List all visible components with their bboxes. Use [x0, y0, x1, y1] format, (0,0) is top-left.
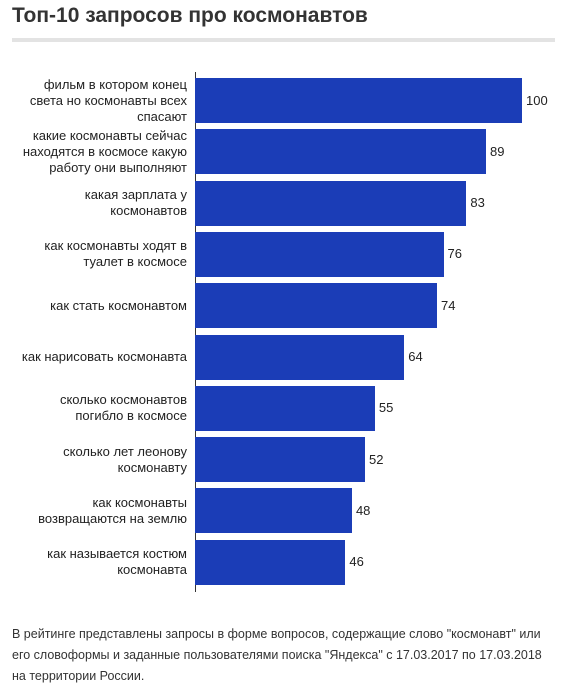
- value-label: 55: [378, 400, 394, 416]
- value-label: 76: [447, 246, 462, 262]
- value-label: 74: [440, 297, 456, 313]
- bar: [195, 437, 366, 483]
- footnote: В рейтинге представлены запросы в форме …: [12, 627, 542, 683]
- category-label: сколько лет леонову космонавту: [63, 443, 187, 475]
- category-label: как стать космонавтом: [50, 297, 187, 313]
- bar: [195, 78, 522, 123]
- value-label: 83: [470, 195, 485, 211]
- value-label: 46: [349, 554, 364, 570]
- bar: [195, 180, 467, 226]
- category-label: как космонавты ходят в туалет в космосе: [44, 238, 187, 270]
- category-label: как нарисовать космонавта: [21, 349, 187, 364]
- bar: [195, 231, 444, 277]
- category-label: сколько космонавтов погибло в космосе: [59, 392, 187, 424]
- chart-title: Топ-10 запросов про космонавтов: [12, 4, 368, 27]
- category-label: как называется костюм космонавта: [47, 546, 187, 578]
- value-label: 52: [369, 451, 384, 467]
- bar: [195, 539, 346, 585]
- bar: [195, 129, 487, 175]
- title-rule: [12, 38, 555, 42]
- category-label: как космонавты возвращаются на землю: [38, 494, 187, 526]
- category-label: какие космонавты сейчас находятся в косм…: [22, 127, 187, 175]
- category-label: какая зарплата у космонавтов: [84, 187, 187, 219]
- bar: [195, 488, 352, 534]
- bar: [195, 385, 375, 431]
- category-label: фильм в котором конец света но космонавт…: [29, 76, 187, 124]
- category-axis: [195, 72, 196, 592]
- value-label: 48: [355, 502, 371, 518]
- value-label: 64: [408, 349, 423, 364]
- bar: [195, 283, 437, 329]
- value-label: 89: [490, 143, 505, 159]
- value-label: 100: [526, 92, 548, 108]
- bar: [195, 334, 405, 380]
